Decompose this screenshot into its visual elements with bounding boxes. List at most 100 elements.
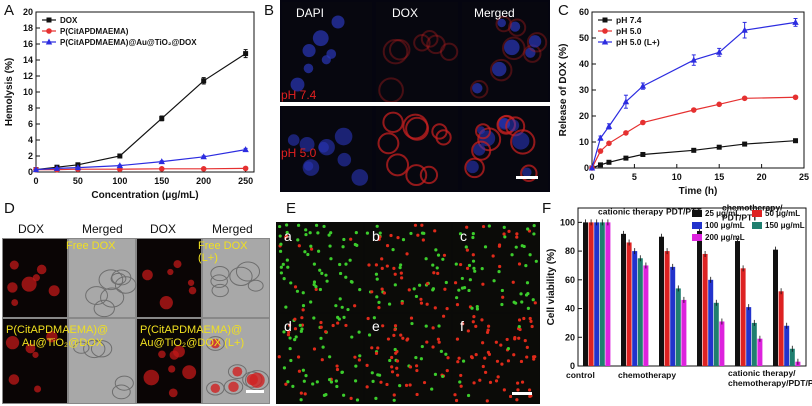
nucleus (290, 77, 305, 92)
stained-cell (518, 327, 522, 332)
legend-label: P(CitAPDMAEMA)@Au@TiO₂@DOX (60, 38, 197, 47)
data-point (606, 140, 612, 147)
stained-cell (316, 231, 320, 235)
stained-cell (374, 351, 379, 356)
y-tick-label: 60 (579, 7, 589, 17)
stained-cell (399, 263, 403, 267)
stained-cell (471, 232, 475, 236)
stained-cell (530, 324, 534, 329)
stained-cell (286, 265, 290, 269)
stained-cell (314, 223, 319, 227)
cell-outline (206, 381, 225, 396)
scale-bar (516, 176, 538, 179)
stained-cell (287, 323, 292, 327)
legend-label: DOX (60, 16, 78, 25)
release-chart: 0 5 10 15 20 25 0 10 20 30 40 50 60 Time (h) Release o… (558, 7, 809, 197)
legend-marker (602, 17, 608, 23)
data-point (74, 164, 82, 171)
stained-cell (410, 321, 414, 326)
stained-cell (309, 300, 313, 304)
cell-outline (83, 339, 106, 359)
cell-stain (413, 34, 431, 52)
micrograph-tile (365, 314, 451, 403)
stained-cell (316, 249, 321, 253)
stained-cell (409, 231, 413, 236)
stained-cell (470, 306, 474, 310)
category-label: control (566, 370, 595, 380)
cell-stain (8, 374, 20, 385)
nucleus (491, 61, 507, 77)
stained-cell (436, 337, 441, 341)
stained-cell (414, 355, 418, 360)
label-nano-dox-line1: P(CitAPDMAEMA)@ (6, 324, 109, 336)
stained-cell (455, 337, 460, 341)
stained-cell (395, 366, 399, 370)
bar (621, 233, 626, 366)
stained-cell (338, 297, 342, 301)
micrograph-tile (69, 239, 135, 317)
stained-cell (390, 355, 394, 360)
cell-outline (244, 370, 270, 391)
stained-cell (433, 229, 437, 233)
stained-cell (516, 388, 520, 392)
stained-cell (506, 359, 511, 363)
cell-outline (90, 340, 113, 358)
stained-cell (419, 357, 423, 361)
cell-outline (114, 375, 134, 391)
stained-cell (459, 262, 463, 267)
stained-cell (459, 373, 463, 378)
cell-stain (210, 383, 221, 394)
bar (659, 236, 664, 366)
row-label-ph74: pH 7.4 (281, 88, 317, 102)
data-point (639, 82, 647, 89)
stained-cell (358, 288, 362, 292)
stained-cell (453, 393, 457, 397)
stained-cell (298, 323, 302, 327)
bar (789, 348, 795, 366)
stained-cell (425, 340, 429, 344)
stained-cell (485, 399, 489, 403)
stained-cell (414, 294, 419, 299)
stained-cell (494, 340, 498, 344)
stained-cell (293, 327, 298, 331)
bar (599, 222, 605, 366)
bar (664, 251, 670, 366)
stained-cell (534, 259, 538, 263)
stained-cell (525, 355, 529, 359)
stained-cell (278, 249, 283, 253)
data-point (690, 107, 697, 113)
stained-cell (483, 245, 488, 249)
label-nano-dox-laser-line1: P(CitAPDMAEMA)@ (140, 324, 243, 336)
legend-marker (46, 28, 52, 34)
stained-cell (517, 262, 522, 266)
stained-cell (344, 275, 348, 279)
cell-stain (431, 123, 448, 140)
stained-cell (294, 335, 298, 339)
stained-cell (324, 330, 328, 334)
data-point (716, 48, 723, 55)
stained-cell (376, 373, 380, 377)
stained-cell (285, 230, 289, 235)
cell-outline (235, 261, 261, 282)
legend-swatch (752, 222, 762, 229)
cell-stain (9, 260, 19, 270)
stained-cell (297, 244, 301, 248)
cell-stain (168, 365, 176, 373)
stained-cell (514, 301, 518, 305)
y-tick-label: 30 (579, 85, 589, 95)
stained-cell (289, 358, 293, 363)
data-point (716, 101, 722, 108)
stained-cell (325, 279, 329, 283)
cell-outline (73, 341, 90, 354)
y-tick-label: 20 (565, 332, 575, 342)
stained-cell (520, 380, 525, 384)
data-point (116, 162, 124, 169)
y-tick-label: 40 (579, 59, 589, 69)
stained-cell (519, 359, 524, 364)
stained-cell (422, 380, 427, 385)
stained-cell (308, 231, 312, 235)
stained-cell (370, 371, 374, 375)
stained-cell (458, 380, 462, 384)
stained-cell (282, 276, 286, 281)
cell-stain (48, 285, 60, 297)
